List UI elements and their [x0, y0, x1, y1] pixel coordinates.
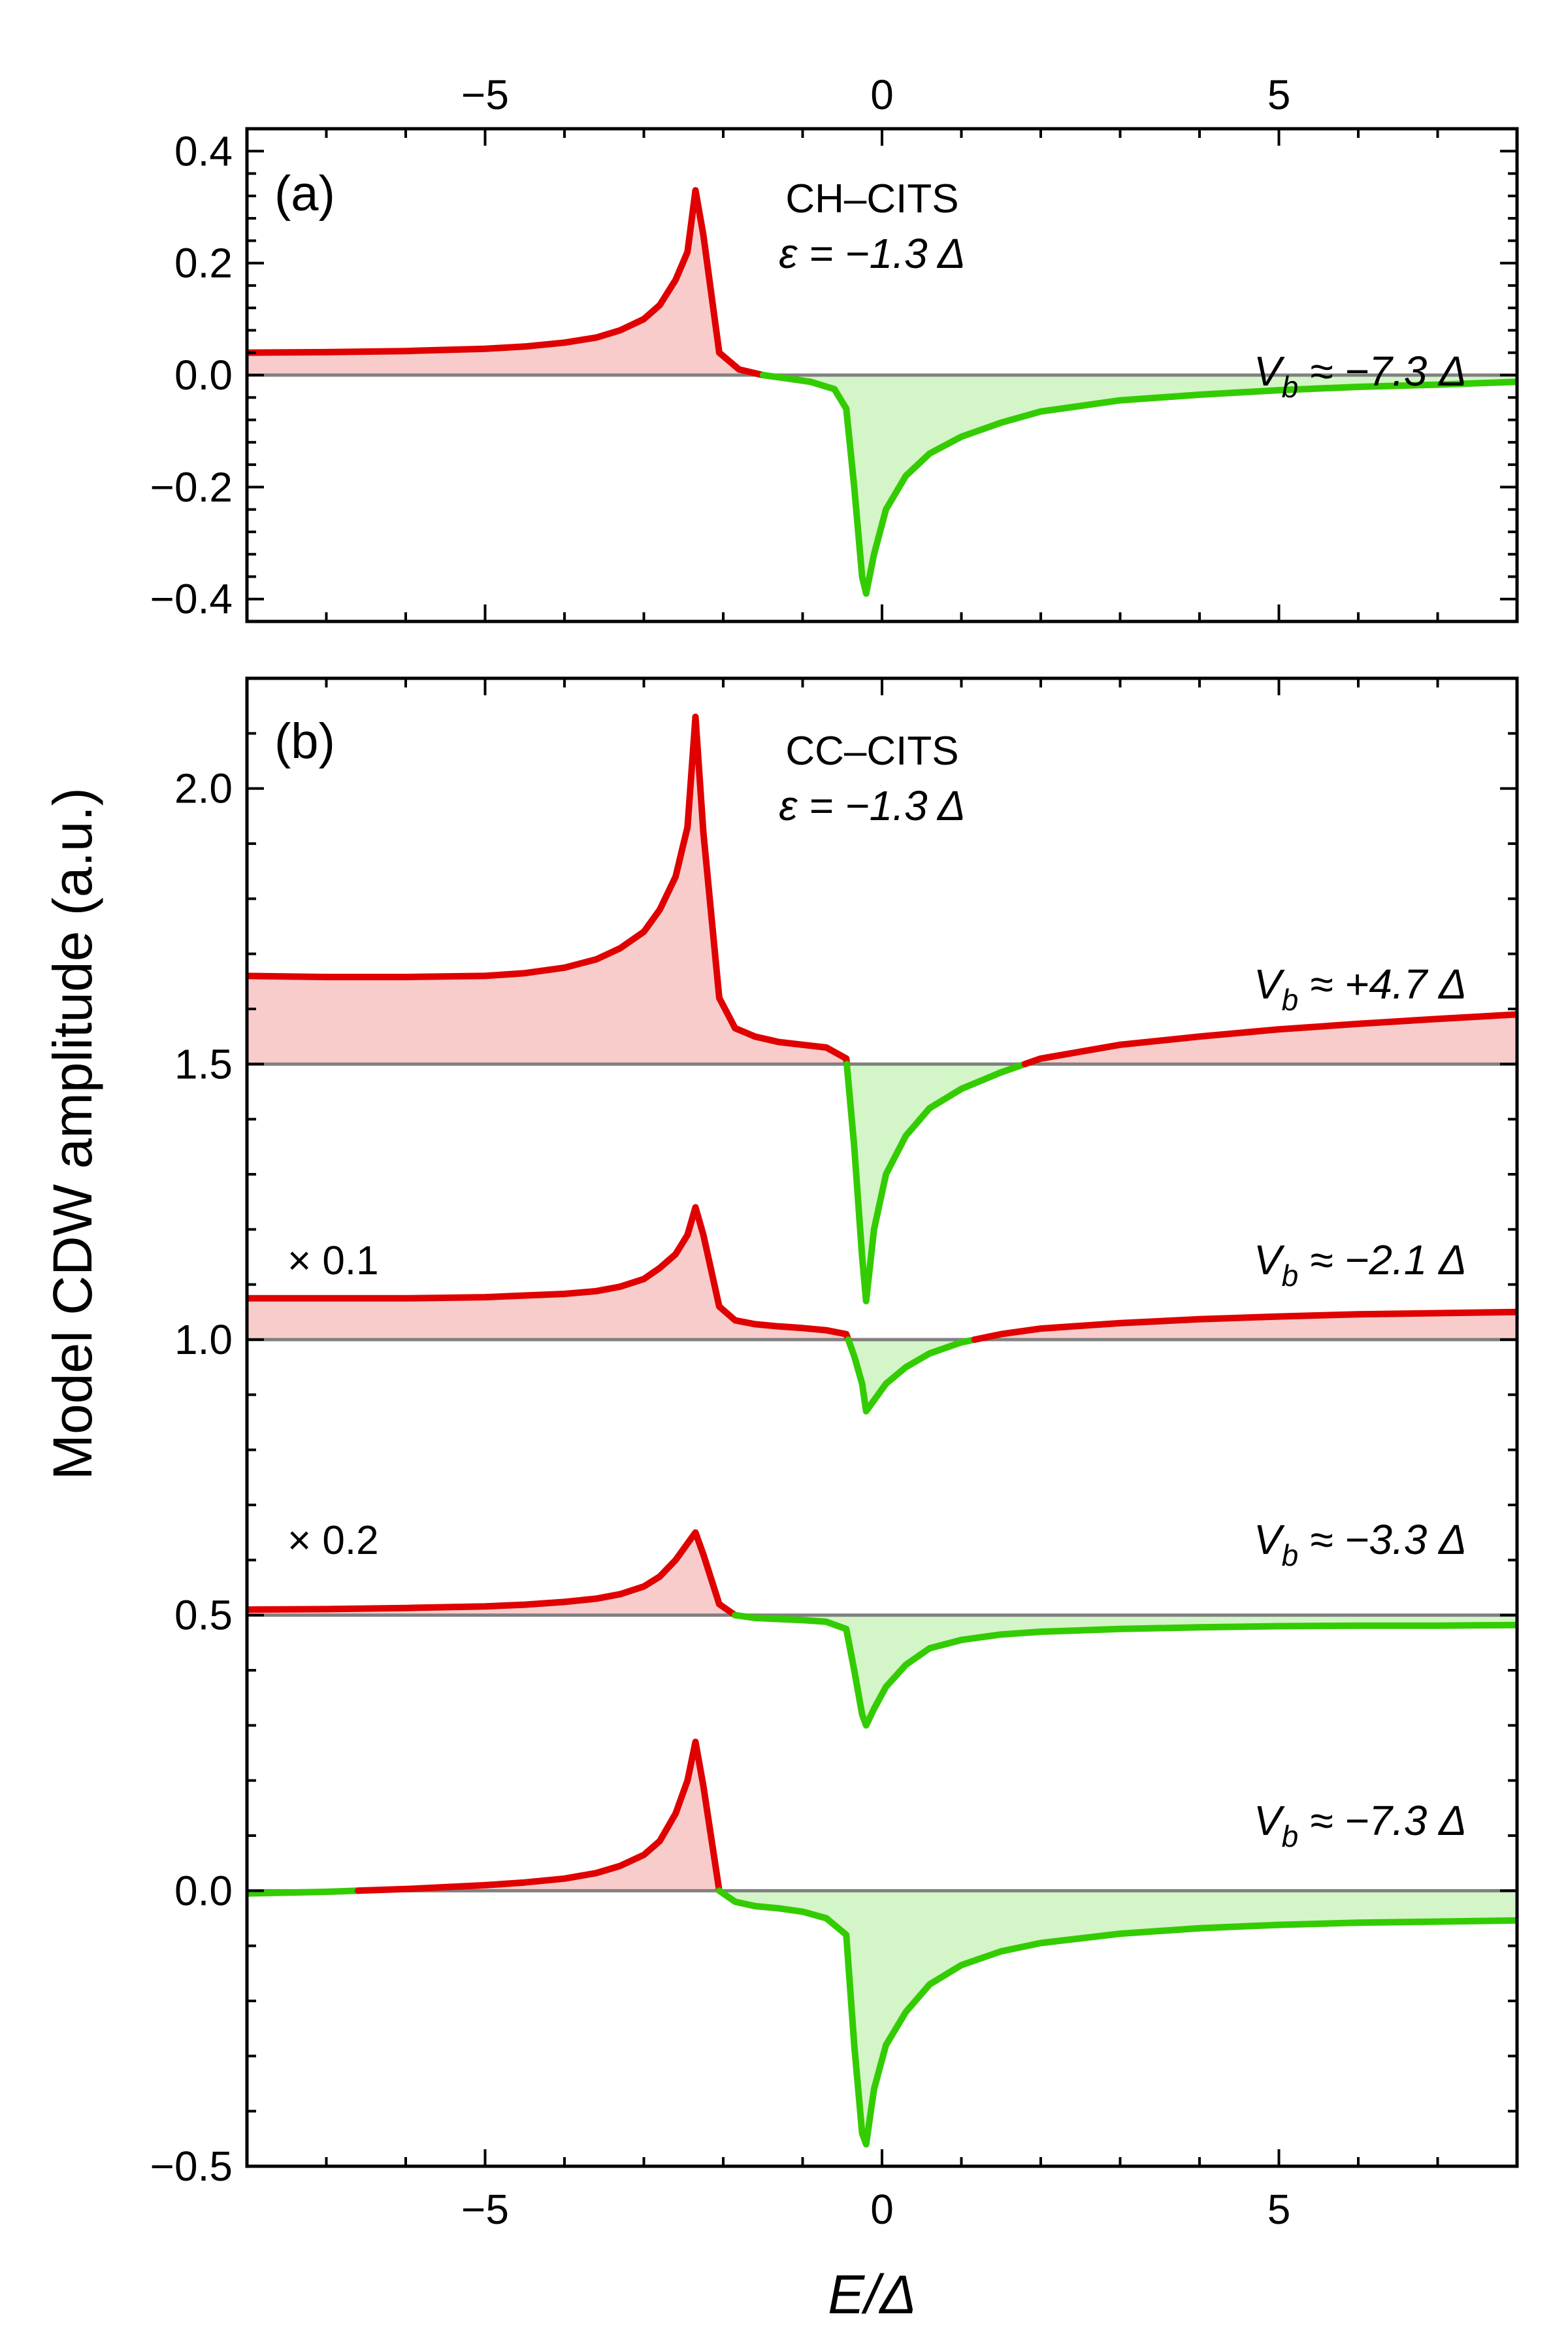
series-b-0-line-0: [247, 714, 851, 1068]
panel-a-title: CH–CITS: [785, 176, 958, 222]
y-axis-label: Model CDW amplitude (a.u.): [42, 787, 103, 1480]
panel-a-subtitle: ε = −1.3 Δ: [779, 230, 966, 277]
series-label-rest: ≈ −7.3 Δ: [1298, 348, 1467, 395]
y-tick-label: 0.4: [174, 127, 233, 174]
series-label-main: V: [1254, 1516, 1285, 1563]
panel-a: Vb ≈ −7.3 Δ −5 0 5 0.4 0.2 0.0 −0.2 −0.4 (a) CH…: [150, 71, 1519, 623]
x-tick-label: 5: [1267, 2186, 1291, 2233]
series-label-rest: ≈ −3.3 Δ: [1298, 1516, 1467, 1563]
series-b-3-line-2: [715, 1887, 1517, 2148]
series-b-0-line-1: [843, 1061, 1028, 1304]
series-b-3-line-0: [247, 1887, 362, 1897]
series-b-2-line-1: [732, 1611, 1517, 1729]
series-label-main: V: [1254, 1797, 1285, 1844]
series-b-2-fill-0: [247, 1532, 736, 1615]
y-tick-label: −0.2: [150, 463, 233, 510]
series-b-2-scale-note: × 0.2: [287, 1518, 379, 1563]
panel-b-curves: [247, 714, 1517, 2148]
series-label-sub: b: [1282, 983, 1299, 1017]
series-b-3-fill-2: [719, 1890, 1517, 2145]
series-label-rest: ≈ −7.3 Δ: [1298, 1797, 1467, 1844]
series-b-1-fill-2: [974, 1312, 1517, 1340]
series-b-2-label: Vb ≈ −3.3 Δ: [1254, 1516, 1467, 1572]
series-b-0: [247, 714, 1517, 1304]
panel-a-axes: −5 0 5 0.4 0.2 0.0 −0.2 −0.4: [150, 71, 1519, 623]
panel-b-label: (b): [274, 714, 335, 769]
x-axis-label: E/Δ: [828, 2264, 917, 2325]
series-b-3-label: Vb ≈ −7.3 Δ: [1254, 1797, 1467, 1853]
y-tick-label: 0.0: [174, 352, 233, 399]
panel-a-label: (a): [274, 166, 335, 222]
y-tick-label: −0.4: [150, 576, 233, 623]
series-a-0-line-1: [759, 372, 1517, 597]
series-label-sub: b: [1282, 1819, 1299, 1853]
series-b-1-line-2: [971, 1308, 1517, 1343]
series-b-2-line-0: [247, 1529, 739, 1619]
series-b-1-scale-note: × 0.1: [287, 1238, 379, 1283]
series-b-0-line-2: [1021, 1011, 1517, 1068]
series-b-3-fill-1: [358, 1741, 719, 1891]
series-b-0-fill-1: [847, 1064, 1025, 1301]
series-a-0-line-0: [247, 187, 766, 378]
series-b-1: [247, 1204, 1517, 1415]
panel-b: Vb ≈ +4.7 ΔVb ≈ −2.1 Δ× 0.1Vb ≈ −3.3 Δ× …: [150, 676, 1519, 2233]
series-label-main: V: [1254, 348, 1285, 395]
series-label-sub: b: [1282, 1538, 1299, 1572]
series-label-main: V: [1254, 1236, 1285, 1283]
series-b-3-line-1: [355, 1738, 723, 1894]
panel-b-subtitle: ε = −1.3 Δ: [779, 782, 966, 829]
x-tick-label: 0: [870, 2186, 894, 2233]
panel-b-axes: −5 0 5 2.0 1.5 1.0 0.5 0.0 −0.5: [150, 676, 1519, 2233]
panel-a-curves: [247, 187, 1517, 597]
series-b-1-fill-0: [247, 1207, 849, 1340]
series-b-0-label: Vb ≈ +4.7 Δ: [1254, 961, 1467, 1017]
series-b-1-fill-1: [848, 1340, 975, 1411]
y-tick-label: −0.5: [150, 2143, 233, 2190]
series-label-main: V: [1254, 961, 1285, 1008]
x-tick-label: 5: [1267, 71, 1291, 118]
series-a-0-fill-0: [247, 190, 763, 375]
y-tick-label: 1.0: [174, 1316, 233, 1363]
series-b-1-line-0: [247, 1204, 852, 1343]
series-b-0-fill-2: [1024, 1014, 1517, 1065]
series-label-sub: b: [1282, 1259, 1299, 1293]
y-tick-label: 1.5: [174, 1040, 233, 1087]
panel-a-plot-area: Vb ≈ −7.3 Δ: [247, 187, 1517, 597]
y-tick-label: 0.2: [174, 240, 233, 287]
series-label-rest: ≈ −2.1 Δ: [1298, 1236, 1467, 1283]
series-b-2-fill-1: [735, 1615, 1517, 1726]
x-tick-label: −5: [461, 2186, 509, 2233]
series-label-rest: ≈ +4.7 Δ: [1298, 961, 1467, 1008]
panel-b-plot-area: Vb ≈ +4.7 ΔVb ≈ −2.1 Δ× 0.1Vb ≈ −3.3 Δ× …: [247, 714, 1517, 2148]
series-b-1-label: Vb ≈ −2.1 Δ: [1254, 1236, 1467, 1293]
panel-b-title: CC–CITS: [785, 729, 958, 774]
series-a-0: [247, 187, 1517, 597]
y-tick-label: 0.0: [174, 1867, 233, 1914]
series-b-2: [247, 1529, 1517, 1729]
series-b-1-line-1: [845, 1336, 978, 1415]
series-label-sub: b: [1282, 370, 1299, 404]
y-tick-label: 0.5: [174, 1592, 233, 1639]
x-tick-label: −5: [461, 71, 509, 118]
series-b-3: [247, 1738, 1517, 2148]
series-a-0-label: Vb ≈ −7.3 Δ: [1254, 348, 1467, 404]
series-a-0-fill-1: [762, 375, 1517, 594]
x-tick-label: 0: [870, 71, 894, 118]
y-tick-label: 2.0: [174, 765, 233, 812]
